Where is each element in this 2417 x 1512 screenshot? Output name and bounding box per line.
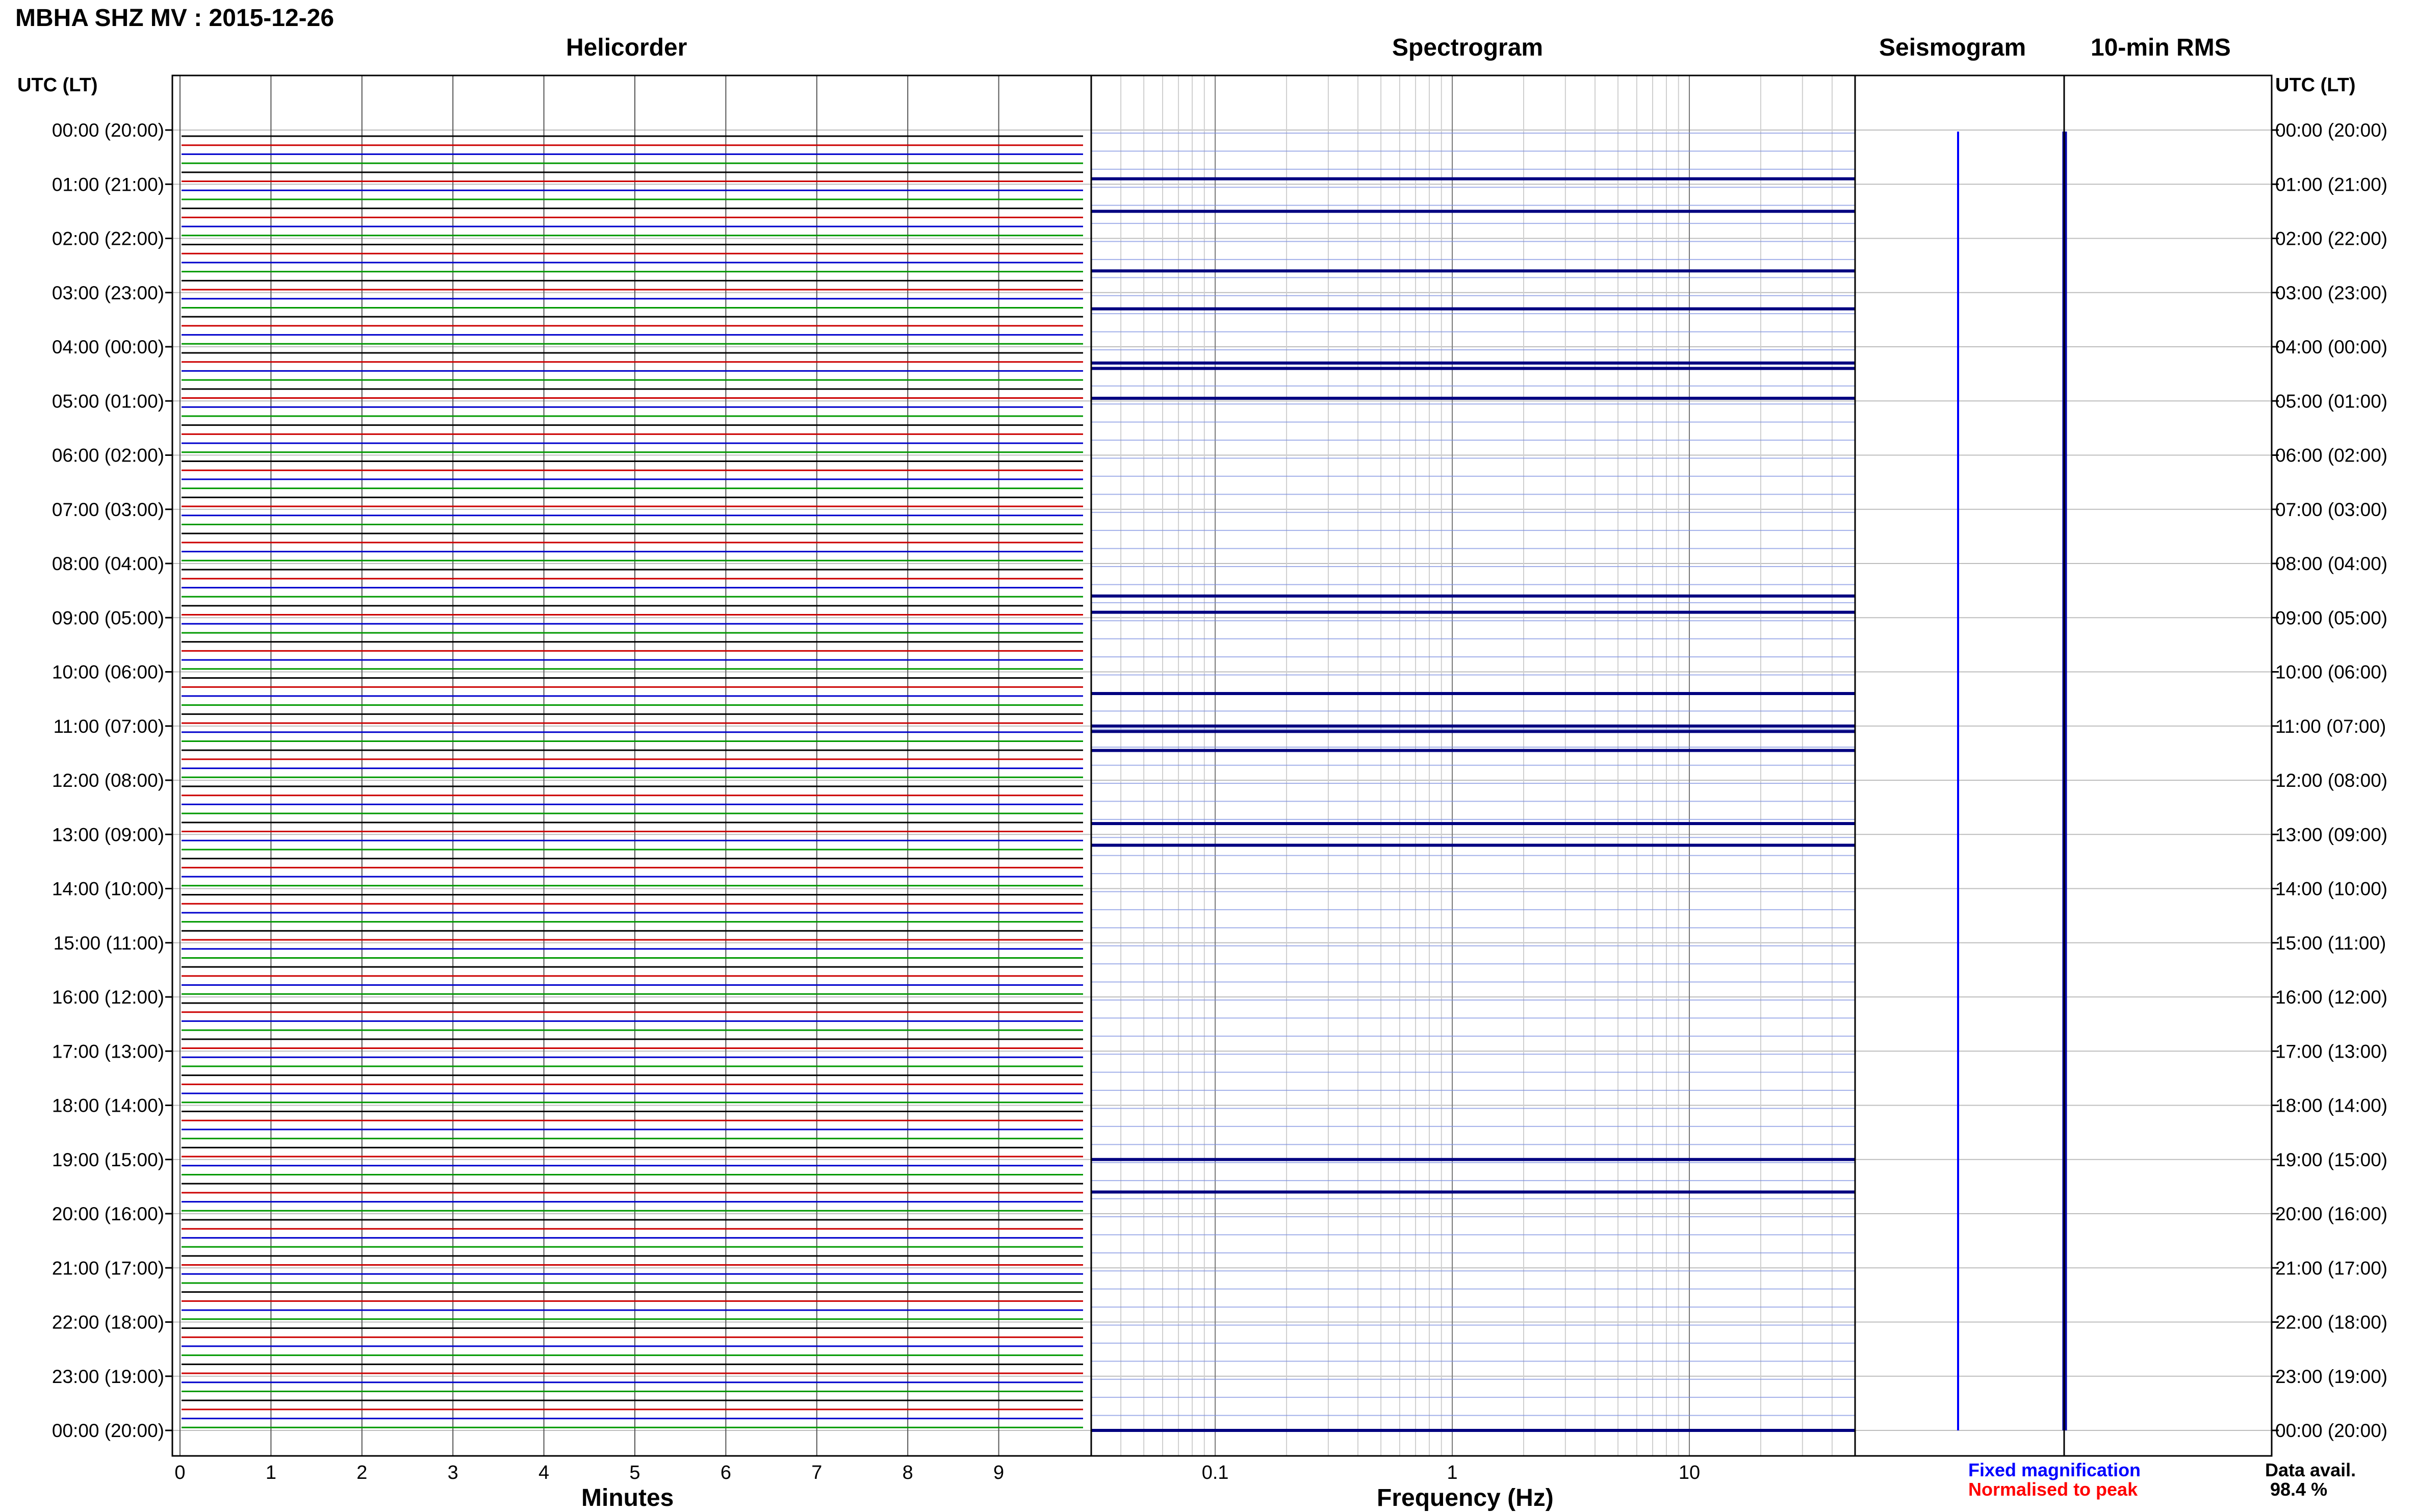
seismogram-traces — [1957, 132, 2067, 1430]
hour-label-left: 15:00 (11:00) — [54, 933, 164, 954]
left-axis-header: UTC (LT) — [17, 74, 98, 96]
minute-tick-label: 6 — [721, 1462, 731, 1483]
frequency-tick-label: 1 — [1447, 1462, 1457, 1483]
hour-label-right: 11:00 (07:00) — [2275, 716, 2386, 737]
minute-tick-label: 8 — [903, 1462, 913, 1483]
hour-label-left: 05:00 (01:00) — [52, 391, 164, 412]
panel-frame — [2063, 74, 2273, 1457]
helicorder-title: Helicorder — [566, 34, 687, 61]
spectrogram-bands — [1091, 133, 1855, 1432]
hour-label-right: 04:00 (00:00) — [2275, 337, 2387, 357]
hour-label-left: 22:00 (18:00) — [52, 1312, 164, 1333]
minute-tick-label: 4 — [538, 1462, 549, 1483]
hour-label-left: 11:00 (07:00) — [54, 716, 164, 737]
legend-normalised-to-peak: Normalised to peak — [1968, 1479, 2138, 1500]
hour-label-left: 18:00 (14:00) — [52, 1095, 164, 1116]
minute-tick-label: 9 — [993, 1462, 1004, 1483]
frequency-tick-label: 10 — [1679, 1462, 1700, 1483]
hour-label-right: 01:00 (21:00) — [2275, 174, 2387, 195]
panel-frames — [171, 74, 2273, 1457]
hour-label-right: 00:00 (20:00) — [2275, 1420, 2387, 1441]
hour-label-right: 13:00 (09:00) — [2275, 824, 2387, 845]
minute-tick-label: 3 — [448, 1462, 458, 1483]
hour-label-right: 21:00 (17:00) — [2275, 1258, 2387, 1278]
hour-label-right: 02:00 (22:00) — [2275, 228, 2387, 249]
hour-label-left: 02:00 (22:00) — [52, 228, 164, 249]
spectrogram-title: Spectrogram — [1392, 34, 1544, 61]
hour-label-right: 09:00 (05:00) — [2275, 607, 2387, 628]
hour-label-right: 05:00 (01:00) — [2275, 391, 2387, 412]
panel-frame — [1854, 74, 2065, 1457]
hour-label-left: 19:00 (15:00) — [52, 1149, 164, 1170]
frequency-axis-label: Frequency (Hz) — [1377, 1484, 1554, 1511]
hour-label-right: 14:00 (10:00) — [2275, 879, 2387, 900]
hour-label-left: 06:00 (02:00) — [52, 445, 164, 466]
hour-label-left: 16:00 (12:00) — [52, 987, 164, 1008]
helicorder-traces — [182, 135, 1083, 1428]
hour-label-right: 18:00 (14:00) — [2275, 1095, 2387, 1116]
hour-label-left: 10:00 (06:00) — [52, 662, 164, 683]
hour-label-right: 22:00 (18:00) — [2275, 1312, 2387, 1333]
data-availability-label: Data avail. — [2265, 1459, 2356, 1480]
hour-label-left: 14:00 (10:00) — [52, 879, 164, 900]
hour-label-left: 09:00 (05:00) — [52, 607, 164, 628]
hour-label-left: 21:00 (17:00) — [52, 1258, 164, 1278]
hour-label-right: 08:00 (04:00) — [2275, 553, 2387, 574]
hour-label-right: 19:00 (15:00) — [2275, 1149, 2387, 1170]
minutes-axis-label: Minutes — [581, 1484, 674, 1511]
hour-label-left: 20:00 (16:00) — [52, 1203, 164, 1224]
hour-label-right: 00:00 (20:00) — [2275, 120, 2387, 141]
hour-label-right: 23:00 (19:00) — [2275, 1366, 2387, 1387]
page-title: MBHA SHZ MV : 2015-12-26 — [15, 5, 335, 32]
panel-frame — [171, 74, 1092, 1457]
legend-fixed-magnification: Fixed magnification — [1968, 1459, 2141, 1480]
minute-tick-label: 2 — [356, 1462, 367, 1483]
hour-label-left: 01:00 (21:00) — [52, 174, 164, 195]
hour-label-left: 13:00 (09:00) — [52, 824, 164, 845]
right-axis-header: UTC (LT) — [2275, 74, 2356, 96]
hour-label-left: 00:00 (20:00) — [52, 1420, 164, 1441]
data-availability-value: 98.4 % — [2270, 1479, 2328, 1500]
hour-label-right: 06:00 (02:00) — [2275, 445, 2387, 466]
minute-tick-label: 5 — [629, 1462, 640, 1483]
rms-title: 10-min RMS — [2091, 34, 2231, 61]
hour-label-left: 08:00 (04:00) — [52, 553, 164, 574]
hour-label-left: 07:00 (03:00) — [52, 499, 164, 520]
axis-labels: 00:00 (20:00) 00:00 (20:00) 01:00 (21:00) 0… — [52, 120, 2387, 1483]
hour-label-right: 07:00 (03:00) — [2275, 499, 2387, 520]
hour-label-right: 20:00 (16:00) — [2275, 1203, 2387, 1224]
minute-tick-label: 1 — [266, 1462, 276, 1483]
hour-label-left: 12:00 (08:00) — [52, 770, 164, 791]
hour-label-left: 17:00 (13:00) — [52, 1041, 164, 1062]
hour-label-right: 17:00 (13:00) — [2275, 1041, 2387, 1062]
hour-label-right: 15:00 (11:00) — [2275, 933, 2386, 954]
minute-tick-label: 7 — [811, 1462, 822, 1483]
hour-label-right: 10:00 (06:00) — [2275, 662, 2387, 683]
minute-tick-label: 0 — [174, 1462, 185, 1483]
seismogram-title: Seismogram — [1879, 34, 2026, 61]
hour-label-left: 04:00 (00:00) — [52, 337, 164, 357]
frequency-tick-label: 0.1 — [1202, 1462, 1229, 1483]
hour-label-left: 23:00 (19:00) — [52, 1366, 164, 1387]
hour-label-right: 12:00 (08:00) — [2275, 770, 2387, 791]
hour-label-left: 00:00 (20:00) — [52, 120, 164, 141]
hour-label-right: 16:00 (12:00) — [2275, 987, 2387, 1008]
hour-label-right: 03:00 (23:00) — [2275, 283, 2387, 303]
hour-label-left: 03:00 (23:00) — [52, 283, 164, 303]
